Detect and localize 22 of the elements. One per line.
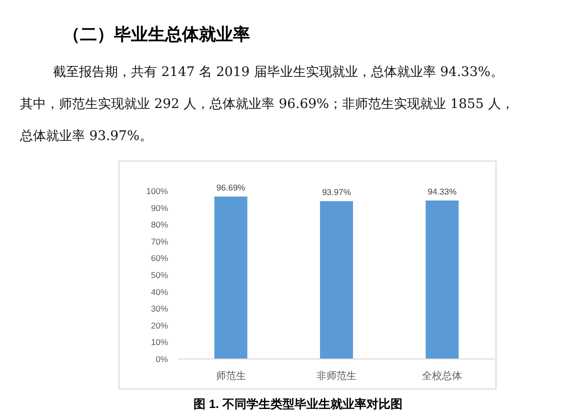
data-label: 93.97% — [322, 187, 352, 198]
chart-title: （二）毕业生总体就业率 — [63, 25, 250, 44]
y-tick-label: 40% — [150, 286, 168, 297]
text: 总体就业率 93.97%。 — [19, 128, 152, 144]
y-tick-label: 0% — [156, 354, 168, 364]
x-tick-label: 师范生 — [216, 370, 246, 382]
y-tick-label: 30% — [150, 304, 168, 314]
y-tick-label: 80% — [150, 220, 168, 230]
y-tick-label: 20% — [150, 320, 168, 330]
text: 截至报告期，共有 2147 名 2019 届毕业生实现就业，总体就业率 94.33%。 — [53, 64, 504, 80]
caption: 图 1. 不同学生类型毕业生就业率对比图 — [194, 397, 402, 411]
x-tick-label: 全校总体 — [422, 370, 462, 382]
data-label: 96.69% — [216, 182, 246, 193]
y-tick-label: 90% — [150, 202, 168, 213]
y-tick-label: 50% — [150, 270, 168, 280]
x-tick-label: 非师范生 — [316, 370, 356, 382]
y-tick-label: 60% — [150, 253, 168, 264]
y-tick-label: 70% — [150, 236, 168, 246]
y-tick-label: 100% — [146, 186, 168, 196]
text: 其中，师范生实现就业 292 人，总体就业率 96.69%；非师范生实现就业 1855 人， — [20, 96, 514, 112]
y-tick-label: 10% — [150, 337, 168, 348]
data-label: 94.33% — [428, 186, 458, 197]
